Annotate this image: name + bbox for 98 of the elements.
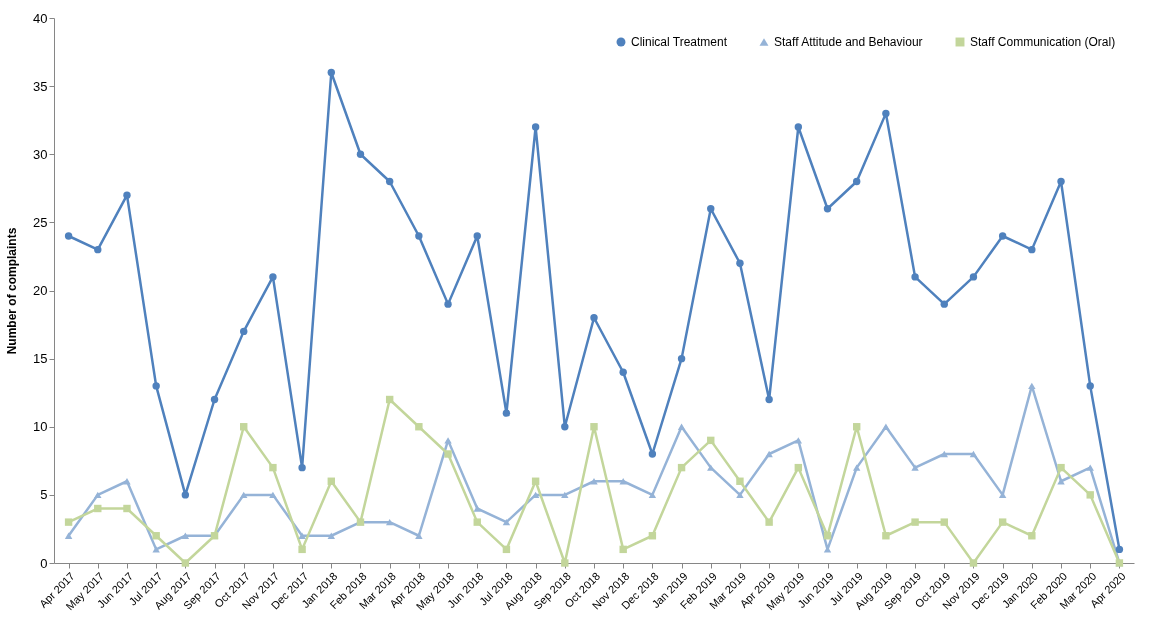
point [444,300,452,308]
point [385,518,394,526]
point [1057,463,1065,472]
point [269,273,277,281]
point [911,273,919,281]
point [64,232,73,240]
y-tick-label: 10 [33,419,48,435]
point [794,437,803,444]
y-tick-label: 0 [40,555,48,571]
legend-label: Staff Attitude and Behaviour [774,35,923,49]
point [473,518,481,526]
point [152,382,160,390]
legend-label: Clinical Treatment [631,35,728,49]
point [882,532,890,540]
point [648,491,657,499]
point [240,491,248,499]
point [444,450,452,458]
point [94,491,102,499]
point [415,532,423,539]
point [152,546,160,553]
point [765,395,773,404]
point [1086,464,1094,471]
point [969,450,978,458]
point [1086,491,1094,499]
point [940,300,948,308]
y-tick-label: 5 [40,487,48,503]
point [852,177,861,186]
point [327,532,336,539]
point [473,232,481,240]
point [298,532,306,539]
point [210,395,219,404]
point [969,559,978,567]
point [473,505,481,512]
point [269,491,277,499]
point [969,273,978,281]
point [298,545,306,554]
point [561,491,569,499]
point [1115,545,1124,554]
point [619,545,627,554]
point [444,437,452,444]
point [707,464,715,471]
point [648,450,657,458]
point [940,450,948,458]
point [181,491,190,499]
y-tick-label: 25 [33,214,48,230]
point [794,123,803,131]
point [736,491,744,499]
point [852,464,861,471]
point [415,423,423,431]
point [736,477,744,485]
point [561,559,569,567]
point [998,232,1007,240]
point [531,123,540,131]
point [181,559,190,567]
point [152,532,160,540]
point [181,532,190,539]
point [415,232,423,240]
y-tick-label: 15 [33,351,48,367]
point [502,409,511,417]
y-tick-label: 40 [33,10,48,26]
point [356,150,365,158]
point [823,205,832,213]
point [1028,245,1036,254]
y-tick-label: 30 [33,146,48,162]
point [882,109,890,118]
point [590,314,598,322]
point [1086,382,1094,390]
point [765,450,773,458]
point [1057,177,1065,186]
point [561,423,569,431]
point [677,423,686,430]
point [1028,532,1036,540]
point [1028,382,1036,390]
point [385,177,394,186]
legend-label: Staff Communication (Oral) [970,35,1116,49]
point [882,423,890,430]
point [64,532,73,539]
point [619,368,627,376]
point [911,464,919,471]
point [123,191,131,199]
point [64,518,73,526]
point [123,504,131,513]
point [240,327,248,336]
point [327,68,336,77]
point [736,259,744,267]
point [298,463,306,472]
point [911,518,919,526]
point [940,518,948,526]
point [765,518,773,526]
y-tick-label: 20 [33,283,48,298]
point [590,423,598,431]
point [707,205,715,213]
point [94,245,102,254]
point [269,463,277,472]
point [677,354,686,363]
point [998,518,1007,526]
y-tick-label: 35 [33,78,48,94]
y-axis-title: Number of complaints [5,227,20,355]
